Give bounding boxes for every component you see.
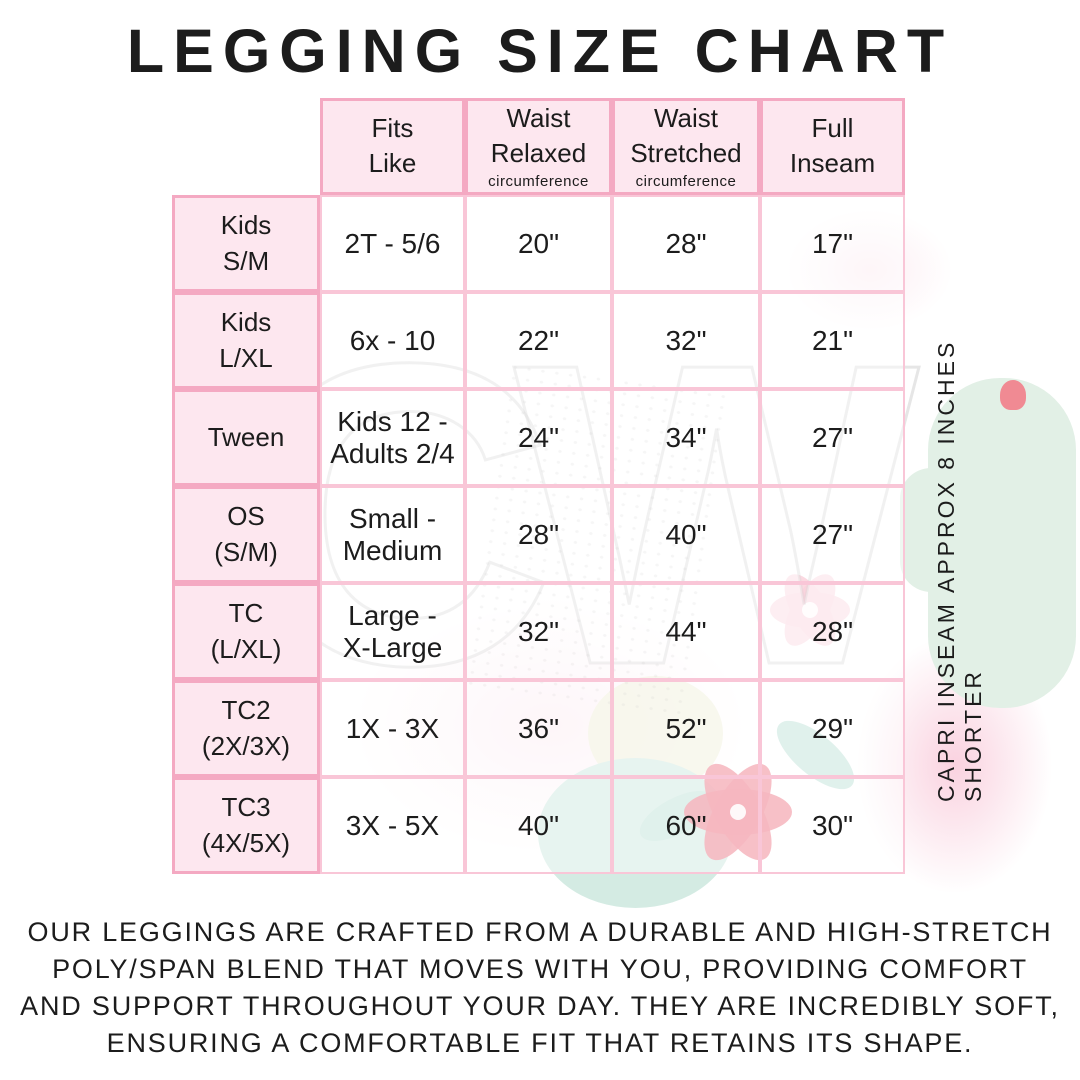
column-header-label: Full Inseam	[789, 112, 876, 178]
page-title: LEGGING SIZE CHART	[126, 17, 954, 85]
row-label: Kids S/M	[172, 195, 320, 292]
column-header-waist-stretched: Waist Stretched circumference	[612, 98, 760, 195]
row-label: TC3 (4X/5X)	[172, 777, 320, 874]
full-inseam-cell: 21"	[760, 292, 905, 389]
waist-relaxed-cell: 22"	[465, 292, 612, 389]
waist-relaxed-cell: 24"	[465, 389, 612, 486]
fits-like-cell: Kids 12 - Adults 2/4	[320, 389, 465, 486]
waist-relaxed-cell: 20"	[465, 195, 612, 292]
waist-relaxed-cell: 32"	[465, 583, 612, 680]
waist-stretched-cell: 34"	[612, 389, 760, 486]
row-label: TC (L/XL)	[172, 583, 320, 680]
full-inseam-cell: 29"	[760, 680, 905, 777]
row-label: OS (S/M)	[172, 486, 320, 583]
fits-like-cell: 3X - 5X	[320, 777, 465, 874]
fits-like-cell: Small - Medium	[320, 486, 465, 583]
waist-stretched-cell: 32"	[612, 292, 760, 389]
column-header-sub: circumference	[488, 172, 589, 190]
row-label: Tween	[172, 389, 320, 486]
table-corner-empty	[172, 98, 320, 195]
waist-relaxed-cell: 40"	[465, 777, 612, 874]
column-header-fits-like: Fits Like	[320, 98, 465, 195]
waist-stretched-cell: 44"	[612, 583, 760, 680]
waist-relaxed-cell: 36"	[465, 680, 612, 777]
full-inseam-cell: 27"	[760, 389, 905, 486]
waist-stretched-cell: 40"	[612, 486, 760, 583]
waist-relaxed-cell: 28"	[465, 486, 612, 583]
column-header-sub: circumference	[635, 172, 737, 190]
fits-like-cell: 1X - 3X	[320, 680, 465, 777]
column-header-label: Fits Like	[368, 112, 417, 178]
size-table: Fits Like Waist Relaxed circumference Wa…	[172, 98, 905, 874]
waist-stretched-cell: 52"	[612, 680, 760, 777]
product-description: OUR LEGGINGS ARE CRAFTED FROM A DURABLE …	[20, 917, 1060, 1058]
full-inseam-cell: 27"	[760, 486, 905, 583]
full-inseam-cell: 17"	[760, 195, 905, 292]
waist-stretched-cell: 28"	[612, 195, 760, 292]
waist-stretched-cell: 60"	[612, 777, 760, 874]
fits-like-cell: 6x - 10	[320, 292, 465, 389]
column-header-waist-relaxed: Waist Relaxed circumference	[465, 98, 612, 195]
row-label: Kids L/XL	[172, 292, 320, 389]
cactus-flower-bud	[1000, 380, 1026, 410]
full-inseam-cell: 28"	[760, 583, 905, 680]
column-header-label: Waist Relaxed	[490, 102, 587, 168]
fits-like-cell: 2T - 5/6	[320, 195, 465, 292]
fits-like-cell: Large - X-Large	[320, 583, 465, 680]
column-header-label: Waist Stretched	[630, 102, 742, 168]
row-label: TC2 (2X/3X)	[172, 680, 320, 777]
capri-inseam-note: CAPRI INSEAM APPROX 8 INCHES SHORTER	[933, 339, 986, 802]
full-inseam-cell: 30"	[760, 777, 905, 874]
column-header-full-inseam: Full Inseam	[760, 98, 905, 195]
